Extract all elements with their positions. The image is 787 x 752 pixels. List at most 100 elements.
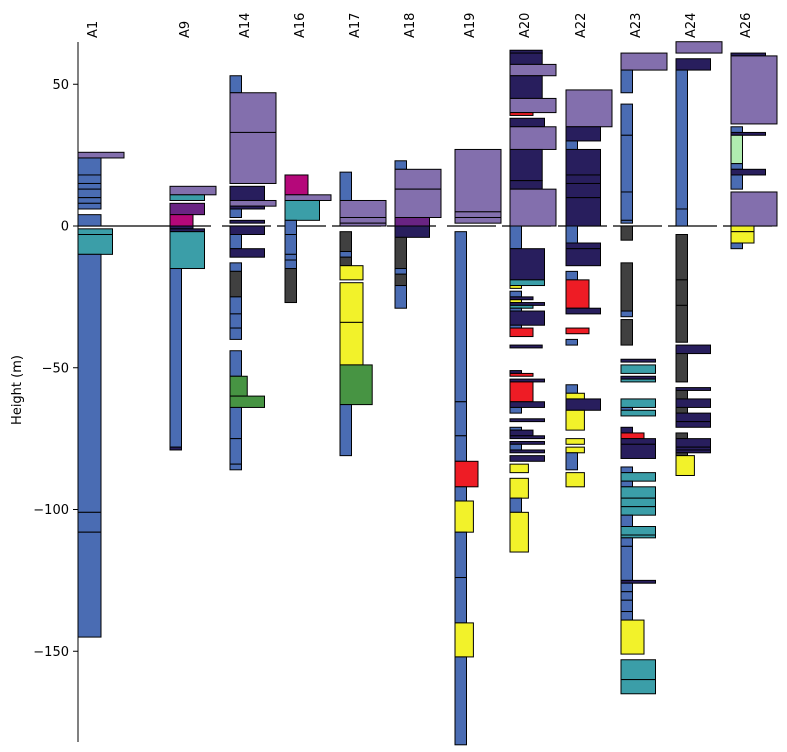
- layer-rect: [565, 398, 601, 411]
- layer-rect: [509, 440, 545, 445]
- layer-rect: [675, 344, 711, 355]
- layer-rect: [229, 205, 265, 210]
- layer-rect: [509, 52, 543, 65]
- layer-rect: [394, 160, 407, 170]
- layer-rect: [565, 409, 585, 431]
- layer-rect: [394, 273, 407, 287]
- layer-rect: [169, 214, 194, 227]
- layer-rect: [509, 455, 545, 462]
- layer-rect: [169, 268, 182, 448]
- layer-rect: [620, 378, 656, 383]
- column-a14: [222, 75, 277, 471]
- layer-rect: [565, 338, 578, 346]
- layer-rect: [77, 214, 102, 227]
- layer-rect: [229, 406, 242, 440]
- y-axis: 50 0 −50 −100 −150: [33, 42, 79, 742]
- layer-rect: [565, 248, 601, 267]
- layer-rect: [229, 395, 265, 408]
- layer-rect: [675, 449, 711, 454]
- layer-rect: [620, 262, 633, 312]
- column-a1: [77, 151, 162, 638]
- layer-rect: [620, 438, 656, 445]
- column-labels: A1 A9 A14 A16 A17 A18 A19 A20 A22 A23 A24 A26: [86, 13, 754, 38]
- layer-rect: [509, 63, 557, 77]
- layer-rect: [339, 222, 387, 227]
- layer-rect: [509, 443, 522, 451]
- layer-rect: [675, 455, 695, 476]
- layer-rect: [620, 52, 668, 71]
- layer-rect: [620, 506, 656, 516]
- layer-rect: [620, 103, 633, 136]
- layer-rect: [454, 231, 467, 403]
- layer-rect: [675, 41, 723, 54]
- column-a26: [723, 52, 778, 250]
- layer-rect: [565, 270, 578, 281]
- layer-rect: [509, 429, 534, 437]
- layer-rect: [675, 279, 688, 306]
- layer-rect: [675, 432, 688, 440]
- layer-rect: [509, 435, 545, 440]
- y-tick-label: −100: [33, 503, 69, 518]
- layer-rect: [339, 404, 352, 457]
- layer-rect: [565, 225, 578, 244]
- layer-rect: [620, 426, 633, 434]
- layer-rect: [565, 452, 578, 471]
- layer-rect: [169, 185, 217, 196]
- layer-rect: [730, 126, 743, 133]
- column-label: A16: [293, 13, 308, 38]
- layer-rect: [675, 387, 711, 391]
- layer-rect: [394, 225, 430, 238]
- layer-rect: [77, 234, 113, 255]
- layer-rect: [730, 163, 743, 170]
- layer-rect: [620, 659, 656, 681]
- layer-rect: [565, 446, 585, 454]
- layer-rect: [169, 194, 205, 201]
- column-a16: [277, 174, 332, 304]
- layer-rect: [77, 188, 102, 199]
- layer-rect: [620, 191, 633, 221]
- layer-rect: [620, 534, 656, 539]
- layer-rect: [675, 438, 711, 448]
- column-a9: [162, 185, 217, 451]
- layer-rect: [284, 174, 309, 196]
- layer-rect: [675, 421, 711, 428]
- layer-rect: [509, 117, 545, 128]
- layer-rect: [77, 157, 102, 176]
- layer-rect: [620, 486, 656, 499]
- layer-rect: [77, 151, 125, 159]
- layer-rect: [509, 112, 534, 116]
- layer-rect: [77, 531, 102, 638]
- layer-rect: [229, 327, 242, 340]
- layer-rect: [339, 199, 387, 218]
- layer-rect: [229, 375, 248, 397]
- layer-rect: [77, 202, 102, 210]
- layer-rect: [509, 285, 522, 289]
- layer-rect: [454, 531, 467, 579]
- layer-rect: [169, 231, 205, 270]
- column-a23: [613, 52, 668, 695]
- column-a20: [502, 49, 557, 553]
- layer-rect: [229, 463, 242, 471]
- layer-rect: [730, 168, 766, 176]
- layer-rect: [229, 208, 242, 218]
- layer-rect: [675, 406, 688, 414]
- layer-rect: [565, 307, 601, 315]
- layer-rect: [565, 126, 601, 142]
- y-tick-label: 0: [61, 220, 69, 235]
- layer-rect: [454, 500, 474, 533]
- layer-rect: [229, 296, 242, 315]
- layer-rect: [229, 234, 242, 250]
- layer-rect: [229, 131, 277, 184]
- layer-rect: [229, 270, 242, 298]
- layer-rect: [509, 188, 557, 227]
- layer-rect: [229, 219, 265, 224]
- layer-rect: [565, 279, 590, 309]
- layer-rect: [675, 234, 688, 281]
- layer-rect: [620, 409, 656, 417]
- layer-rect: [620, 219, 633, 224]
- layer-rect: [565, 472, 585, 488]
- layer-rect: [284, 219, 297, 236]
- layer-rect: [339, 231, 352, 253]
- layer-rect: [620, 364, 656, 374]
